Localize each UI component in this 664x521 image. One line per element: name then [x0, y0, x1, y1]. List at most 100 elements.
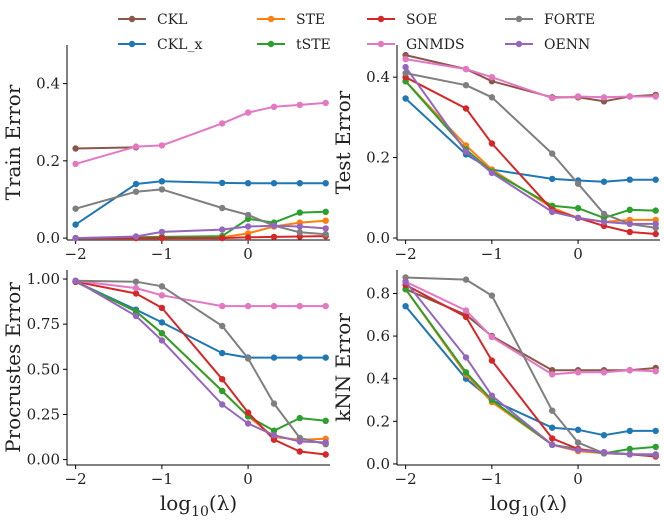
data-point: [270, 427, 278, 434]
data-point: [652, 230, 659, 238]
data-point: [322, 354, 329, 361]
data-point: [132, 284, 140, 292]
data-point: [296, 223, 303, 230]
data-point: [270, 432, 278, 439]
data-point: [296, 101, 303, 109]
data-point: [72, 205, 79, 212]
data-point: [219, 401, 226, 408]
data-point: [462, 65, 470, 73]
data-point: [322, 208, 329, 215]
series-soe: [72, 232, 329, 242]
data-point: [270, 103, 278, 111]
data-point: [402, 69, 409, 77]
legend-label: SOE: [406, 12, 437, 28]
data-point: [462, 82, 470, 89]
data-point: [219, 226, 226, 233]
data-point: [574, 180, 582, 187]
data-point: [296, 414, 303, 422]
y-tick-label: 0.2: [366, 412, 390, 430]
data-point: [488, 357, 496, 364]
y-tick-label: 0.50: [27, 360, 60, 378]
data-point: [549, 441, 556, 448]
data-point: [158, 330, 166, 337]
legend-entry-ckl: CKL: [118, 12, 187, 28]
test-error-panel: −2 −1 0 0.0 0.2 0.4 Test Error: [331, 45, 660, 263]
data-point: [626, 176, 633, 183]
data-point: [270, 222, 278, 229]
x-tick-label: −1: [151, 245, 173, 263]
series-tste: [72, 278, 329, 434]
y-tick-label: 0.4: [366, 370, 390, 388]
data-point: [132, 308, 140, 315]
legend-entry-soe: SOE: [367, 12, 437, 28]
data-point: [574, 446, 582, 454]
data-point: [549, 424, 556, 431]
data-point: [270, 180, 278, 187]
series-line: [404, 305, 656, 437]
legend-label: STE: [296, 12, 325, 28]
data-point: [322, 417, 329, 424]
series-line: [75, 280, 326, 456]
data-point: [652, 368, 659, 375]
legend-marker: [128, 15, 136, 23]
y-tick-label: 0.25: [27, 405, 60, 423]
legend-label: OENN: [544, 37, 590, 53]
data-point: [72, 221, 79, 228]
series-line: [75, 224, 326, 240]
data-point: [652, 207, 659, 214]
legend-marker: [515, 40, 523, 48]
data-point: [462, 313, 470, 321]
data-point: [488, 94, 496, 101]
data-point: [219, 349, 226, 357]
data-point: [72, 145, 79, 152]
data-point: [158, 178, 166, 185]
data-point: [322, 439, 329, 446]
data-point: [296, 438, 303, 445]
data-point: [600, 449, 608, 456]
data-point: [652, 220, 659, 228]
series-line: [75, 279, 326, 446]
data-point: [549, 371, 556, 378]
series-line: [405, 76, 656, 235]
data-point: [626, 93, 633, 100]
data-point: [244, 109, 252, 116]
series-line: [75, 279, 326, 444]
data-point: [462, 307, 470, 314]
y-tick-label: 0.4: [366, 68, 390, 86]
legend-label: FORTE: [544, 12, 595, 28]
legend-label: CKL_x: [157, 37, 202, 53]
data-point: [600, 432, 608, 439]
data-point: [626, 220, 633, 228]
legend-label: GNMDS: [406, 37, 465, 53]
series-oenn: [72, 277, 329, 446]
data-point: [132, 290, 140, 297]
data-point: [652, 443, 659, 451]
data-point: [270, 302, 278, 310]
data-point: [488, 292, 496, 299]
data-point: [322, 99, 329, 107]
data-point: [296, 448, 303, 455]
data-point: [488, 74, 496, 81]
data-point: [158, 186, 166, 193]
legend-entry-tste: tSTE: [257, 37, 331, 53]
data-point: [270, 400, 278, 407]
data-point: [574, 439, 582, 446]
data-point: [244, 211, 252, 219]
x-axis-label: log10(λ): [490, 491, 567, 520]
x-tick-label: −2: [65, 470, 87, 488]
data-point: [158, 142, 166, 149]
series-line: [75, 279, 326, 308]
data-point: [158, 304, 166, 312]
data-point: [322, 225, 329, 232]
y-tick-label: 0.0: [366, 229, 390, 247]
data-point: [488, 140, 496, 147]
legend-entry-forte: FORTE: [505, 12, 595, 28]
x-tick-label: 0: [573, 245, 583, 263]
data-point: [574, 93, 582, 100]
series-ste: [402, 78, 659, 226]
series-line: [404, 66, 656, 225]
train-error-panel: −2 −1 0 0.0 0.2 0.4 Train Error: [1, 45, 330, 263]
series-line: [75, 280, 326, 359]
series-line: [405, 58, 656, 100]
legend-label: tSTE: [296, 37, 331, 53]
